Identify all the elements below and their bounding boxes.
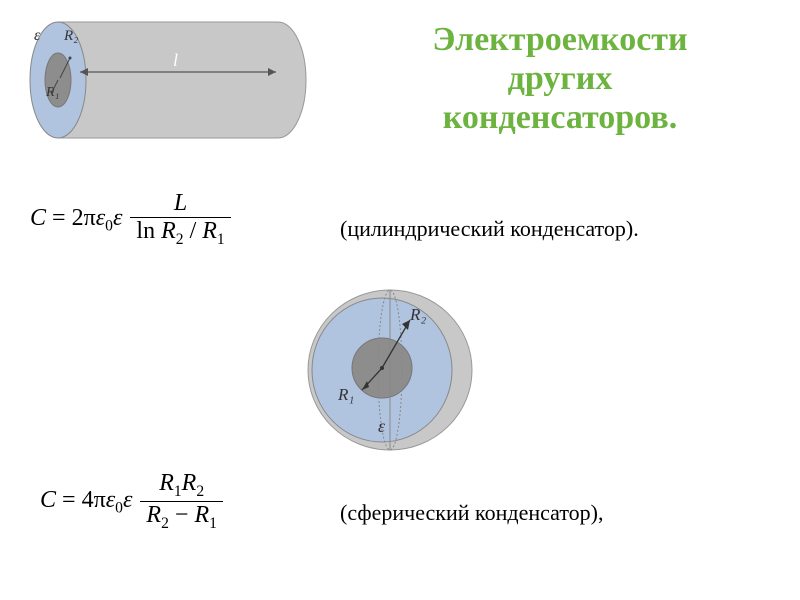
sph-r2-label: R₂ (409, 305, 426, 324)
cyl-2pi: 2π (72, 205, 96, 231)
cyl-eps: ε (113, 205, 122, 231)
sph-num-r2-sub: 2 (196, 483, 204, 500)
cylinder-diagram: l ε R₂ R₁ (18, 10, 318, 175)
cyl-den-r2: R (161, 218, 176, 244)
cyl-lhs: C (30, 205, 46, 231)
sph-center-dot (380, 366, 384, 370)
cyl-den: ln R2 / R1 (130, 218, 230, 249)
cyl-den-slash: / (184, 218, 203, 244)
title-line1: Электроемкости (432, 21, 687, 58)
cyl-epsilon-label: ε (34, 27, 41, 44)
sph-num-r2: R (182, 470, 197, 496)
title-line2: других (508, 60, 613, 97)
cyl-den-r1: R (202, 218, 217, 244)
cyl-eps0-sub: 0 (105, 218, 113, 235)
sph-epsilon-label: ε (378, 416, 386, 436)
sph-4pi: 4π (82, 487, 106, 513)
cyl-den-r1-sub: 1 (217, 231, 225, 248)
sph-fraction: R1R2 R2 − R1 (140, 470, 222, 533)
cylinder-svg: l ε R₂ R₁ (18, 10, 318, 170)
sphere-caption: (сферический конденсатор), (340, 500, 603, 526)
cylinder-formula: C = 2πε0ε L ln R2 / R1 (30, 190, 233, 249)
sph-den-r2: R (146, 502, 161, 528)
equals2: = (62, 487, 82, 513)
cyl-ln: ln (136, 218, 161, 244)
length-label: l (173, 50, 178, 70)
sphere-diagram: R₂ R₁ ε (290, 280, 490, 465)
sph-den-r2-sub: 2 (161, 515, 169, 532)
page-title: Электроемкости других конденсаторов. (340, 20, 780, 137)
sphere-formula: C = 4πε0ε R1R2 R2 − R1 (40, 470, 225, 533)
cyl-r2-arrowhead (69, 57, 72, 60)
sph-r1-label: R₁ (337, 385, 354, 404)
sph-lhs: C (40, 487, 56, 513)
cyl-den-r2-sub: 2 (176, 231, 184, 248)
cylinder-caption: (цилиндрический конденсатор). (340, 216, 639, 242)
sph-num: R1R2 (140, 470, 222, 501)
cyl-num: L (130, 190, 230, 217)
cyl-fraction: L ln R2 / R1 (130, 190, 230, 249)
sph-den-minus: − (169, 502, 195, 528)
cyl-eps0: ε (96, 205, 105, 231)
cyl-body (58, 22, 278, 138)
title-line3: конденсаторов. (443, 99, 677, 136)
cyl-r1-arrowhead (51, 91, 54, 94)
sph-den: R2 − R1 (140, 502, 222, 533)
sph-eps0-sub: 0 (115, 500, 123, 517)
sph-eps: ε (123, 487, 132, 513)
sph-eps0: ε (106, 487, 115, 513)
sphere-svg: R₂ R₁ ε (290, 280, 490, 460)
cyl-r2-label: R₂ (63, 28, 78, 44)
sph-num-r1-sub: 1 (174, 483, 182, 500)
sph-den-r1: R (194, 502, 209, 528)
sph-den-r1-sub: 1 (209, 515, 217, 532)
equals: = (52, 205, 72, 231)
sph-num-r1: R (159, 470, 174, 496)
